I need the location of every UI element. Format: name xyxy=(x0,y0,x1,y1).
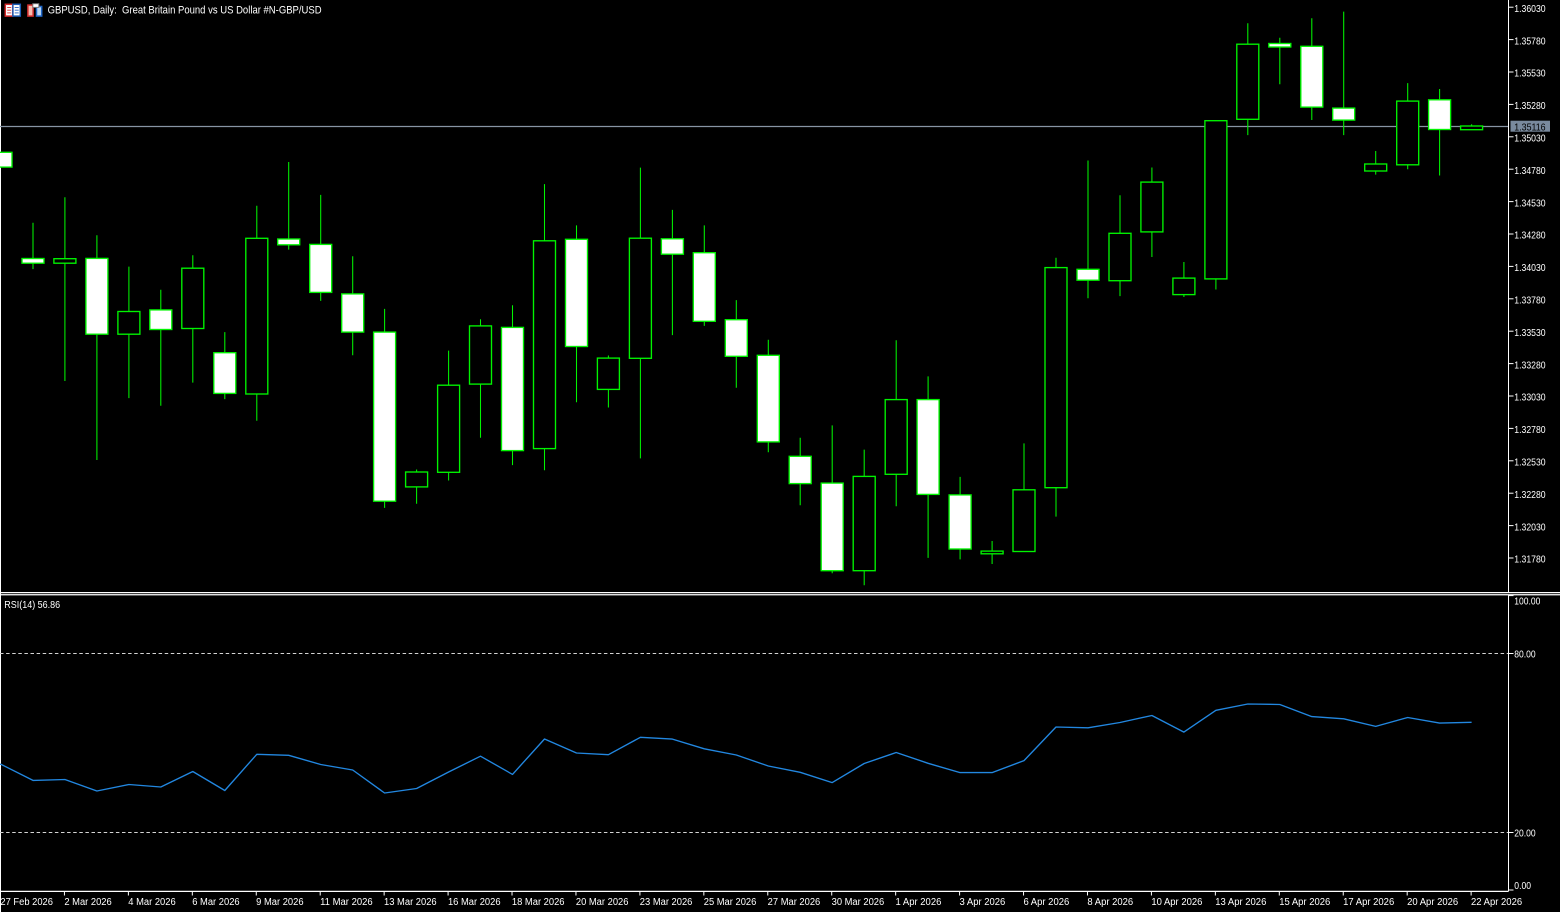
svg-text:1.35030: 1.35030 xyxy=(1514,133,1545,145)
svg-text:27 Mar 2026: 27 Mar 2026 xyxy=(768,897,821,908)
svg-text:1.35116: 1.35116 xyxy=(1514,121,1545,133)
svg-text:1.35280: 1.35280 xyxy=(1514,100,1545,112)
svg-text:20.00: 20.00 xyxy=(1514,827,1535,839)
svg-text:100.00: 100.00 xyxy=(1514,596,1540,608)
svg-text:1.33780: 1.33780 xyxy=(1514,295,1545,307)
svg-text:2 Mar 2026: 2 Mar 2026 xyxy=(64,897,112,908)
svg-text:RSI(14) 56.86: RSI(14) 56.86 xyxy=(4,600,60,611)
svg-text:1.34530: 1.34530 xyxy=(1514,197,1545,209)
svg-text:9 Mar 2026: 9 Mar 2026 xyxy=(256,897,304,908)
svg-text:8 Apr 2026: 8 Apr 2026 xyxy=(1087,897,1133,908)
svg-text:1.35780: 1.35780 xyxy=(1514,35,1545,47)
svg-text:1.32780: 1.32780 xyxy=(1514,424,1545,436)
svg-text:11 Mar 2026: 11 Mar 2026 xyxy=(320,897,373,908)
svg-text:16 Mar 2026: 16 Mar 2026 xyxy=(448,897,501,908)
svg-text:6 Apr 2026: 6 Apr 2026 xyxy=(1023,897,1069,908)
svg-text:1.34030: 1.34030 xyxy=(1514,262,1545,274)
svg-text:GBPUSD, Daily: Great Britain: GBPUSD, Daily: Great Britain Pound vs US… xyxy=(48,5,322,17)
svg-text:20 Apr 2026: 20 Apr 2026 xyxy=(1407,897,1459,908)
svg-text:25 Mar 2026: 25 Mar 2026 xyxy=(704,897,757,908)
svg-text:1.35530: 1.35530 xyxy=(1514,68,1545,80)
svg-text:4 Mar 2026: 4 Mar 2026 xyxy=(128,897,176,908)
svg-text:1.36030: 1.36030 xyxy=(1514,3,1545,15)
svg-text:1.32530: 1.32530 xyxy=(1514,457,1545,469)
svg-text:1.34280: 1.34280 xyxy=(1514,230,1545,242)
svg-text:15 Apr 2026: 15 Apr 2026 xyxy=(1279,897,1331,908)
svg-text:1.33030: 1.33030 xyxy=(1514,392,1545,404)
svg-text:1.33530: 1.33530 xyxy=(1514,327,1545,339)
svg-text:1.32280: 1.32280 xyxy=(1514,489,1545,501)
svg-text:80.00: 80.00 xyxy=(1514,648,1535,660)
svg-text:27 Feb 2026: 27 Feb 2026 xyxy=(0,897,53,908)
svg-text:17 Apr 2026: 17 Apr 2026 xyxy=(1343,897,1395,908)
svg-text:20 Mar 2026: 20 Mar 2026 xyxy=(576,897,629,908)
svg-text:30 Mar 2026: 30 Mar 2026 xyxy=(832,897,885,908)
svg-text:0.00: 0.00 xyxy=(1514,880,1531,892)
svg-text:10 Apr 2026: 10 Apr 2026 xyxy=(1151,897,1203,908)
svg-text:1 Apr 2026: 1 Apr 2026 xyxy=(896,897,942,908)
svg-text:23 Mar 2026: 23 Mar 2026 xyxy=(640,897,693,908)
svg-text:13 Apr 2026: 13 Apr 2026 xyxy=(1215,897,1267,908)
svg-text:13 Mar 2026: 13 Mar 2026 xyxy=(384,897,437,908)
svg-text:18 Mar 2026: 18 Mar 2026 xyxy=(512,897,565,908)
svg-text:1.32030: 1.32030 xyxy=(1514,521,1545,533)
svg-text:3 Apr 2026: 3 Apr 2026 xyxy=(960,897,1006,908)
svg-text:1.33280: 1.33280 xyxy=(1514,359,1545,371)
svg-text:22 Apr 2026: 22 Apr 2026 xyxy=(1471,897,1523,908)
svg-text:1.31780: 1.31780 xyxy=(1514,554,1545,566)
svg-text:1.34780: 1.34780 xyxy=(1514,165,1545,177)
svg-text:6 Mar 2026: 6 Mar 2026 xyxy=(192,897,240,908)
